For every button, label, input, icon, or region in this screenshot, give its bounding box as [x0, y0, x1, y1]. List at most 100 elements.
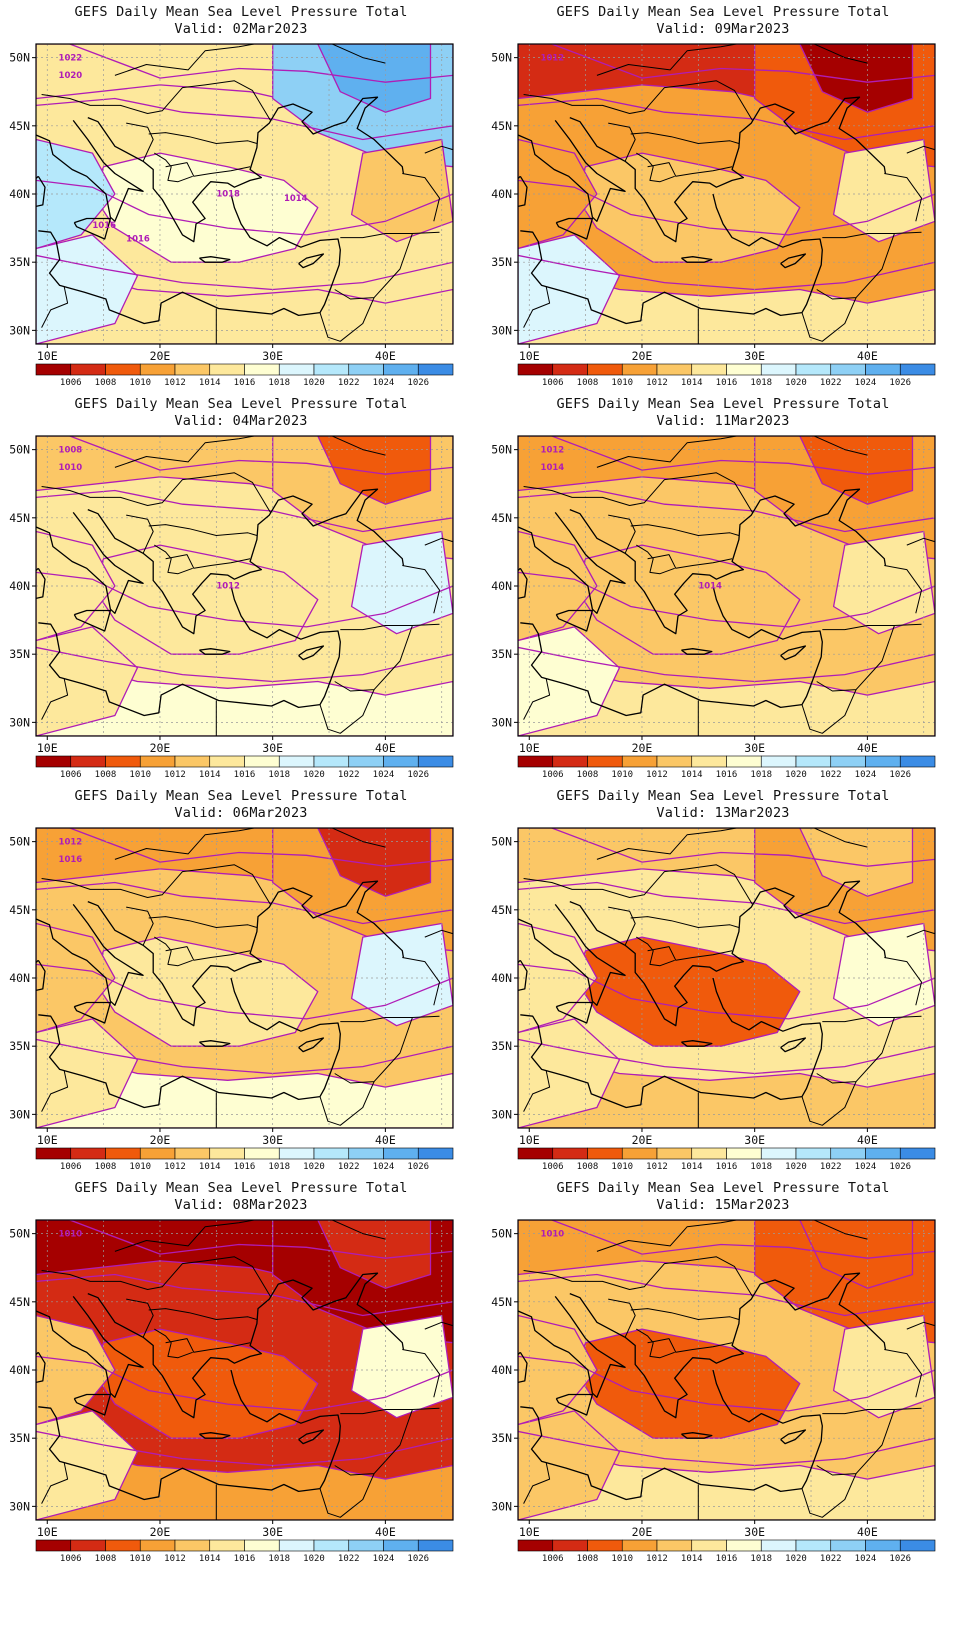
colorbar-label: 1018	[268, 770, 290, 780]
latitude-label: 35N	[491, 1039, 512, 1053]
colorbar-label: 1026	[889, 770, 911, 780]
longitude-label: 40E	[375, 1525, 396, 1539]
latitude-label: 50N	[491, 1227, 512, 1241]
panel-title: GEFS Daily Mean Sea Level Pressure Total	[74, 396, 408, 412]
coastline	[555, 609, 594, 632]
colorbar-swatch	[795, 1147, 832, 1160]
isobar	[36, 254, 453, 291]
pressure-field	[317, 44, 432, 113]
colorbar-swatch	[795, 755, 832, 768]
colorbar-label: 1024	[855, 1162, 877, 1172]
pressure-field	[317, 828, 432, 897]
isobar	[36, 1273, 453, 1317]
country-border	[906, 145, 935, 154]
country-border	[630, 916, 740, 928]
colorbar-label: 1006	[60, 1554, 82, 1564]
coastline	[944, 907, 964, 998]
colorbar-swatch	[830, 1539, 866, 1552]
pressure-field	[36, 261, 453, 344]
colorbar-swatch	[139, 1539, 176, 1552]
coastline	[298, 253, 325, 269]
coastline	[462, 123, 482, 214]
colorbar-label: 1016	[234, 770, 256, 780]
colorbar-swatch	[726, 363, 762, 376]
contour-label: 1010	[59, 1229, 83, 1239]
longitude-label: 20E	[632, 1133, 653, 1147]
latitude-label: 45N	[491, 511, 512, 525]
colorbar-label: 1014	[681, 378, 703, 388]
latitude-label: 45N	[9, 511, 30, 525]
colorbar-label: 1012	[646, 1162, 668, 1172]
coastline	[520, 585, 823, 717]
country-border	[148, 132, 258, 144]
country-border	[630, 132, 740, 144]
colorbar-swatch	[691, 1147, 727, 1160]
latitude-label: 50N	[9, 443, 30, 457]
country-border	[114, 436, 386, 468]
isobar	[36, 1038, 453, 1075]
coastline	[199, 1432, 231, 1439]
pressure-field	[832, 530, 935, 635]
colorbar-label: 1014	[681, 1162, 703, 1172]
colorbar-label: 1026	[407, 770, 429, 780]
colorbar-swatch	[383, 1147, 419, 1160]
country-border	[41, 286, 69, 328]
country-border	[636, 1328, 675, 1359]
coastline	[199, 648, 231, 655]
longitude-label: 30E	[744, 1525, 765, 1539]
pressure-field	[91, 936, 319, 1047]
colorbar-swatch	[726, 1539, 762, 1552]
country-border	[41, 678, 69, 720]
coastline	[681, 648, 713, 655]
colorbar-label: 1026	[889, 1554, 911, 1564]
colorbar-swatch	[517, 755, 554, 768]
country-border	[884, 565, 922, 614]
panel-valid-date: Valid: 15Mar2023	[656, 1197, 790, 1213]
country-border	[647, 1338, 733, 1353]
pressure-field	[518, 1437, 935, 1520]
colorbar-label: 1020	[303, 1162, 325, 1172]
colorbar-label: 1022	[820, 1162, 842, 1172]
isobar	[36, 963, 453, 1020]
country-border	[608, 906, 636, 946]
colorbar-label: 1024	[855, 770, 877, 780]
colorbar-label: 1012	[164, 770, 186, 780]
colorbar-label: 1014	[199, 1554, 221, 1564]
colorbar-swatch	[244, 1147, 280, 1160]
colorbar-swatch	[174, 1147, 211, 1160]
isobar	[518, 1355, 935, 1412]
pressure-map: 1010 50N 45N 40N 35N 30N 10E 20E 30E 40E 1006 1008 1…	[9, 1219, 454, 1564]
country-border	[822, 231, 922, 239]
country-border	[41, 1256, 271, 1297]
pressure-map: 1012 1016 50N 45N 40N 35N 30N 10E 20E 30E 40E 1006 1…	[9, 827, 454, 1172]
country-border	[334, 1017, 413, 1084]
isobar	[518, 97, 935, 141]
coastline	[555, 1393, 594, 1416]
colorbar-swatch	[209, 755, 245, 768]
colorbar-swatch	[899, 1539, 936, 1552]
panel-title: GEFS Daily Mean Sea Level Pressure Total	[556, 396, 890, 412]
colorbar-label: 1020	[785, 770, 807, 780]
country-border	[647, 162, 733, 177]
colorbar-label: 1016	[716, 378, 738, 388]
latitude-label: 50N	[9, 51, 30, 65]
colorbar-swatch	[348, 1539, 384, 1552]
colorbar-swatch	[244, 363, 280, 376]
country-border	[402, 1349, 440, 1398]
latitude-label: 45N	[9, 903, 30, 917]
contour-label: 1012	[541, 53, 565, 63]
country-border	[340, 1015, 440, 1023]
colorbar-label: 1024	[373, 770, 395, 780]
longitude-label: 10E	[37, 349, 58, 363]
country-border	[340, 1407, 440, 1415]
pressure-field	[573, 936, 801, 1047]
pressure-map: 1022 1020 1018 1016 1014 1016 50N 45N 40N 35N 30N 1…	[9, 43, 482, 388]
contour-label: 1022	[59, 53, 83, 63]
longitude-label: 40E	[857, 349, 878, 363]
country-border	[41, 864, 271, 905]
latitude-label: 35N	[9, 1039, 30, 1053]
longitude-label: 20E	[150, 1525, 171, 1539]
colorbar-swatch	[139, 755, 176, 768]
contour-label: 1020	[59, 71, 83, 81]
colorbar-swatch	[587, 1147, 623, 1160]
